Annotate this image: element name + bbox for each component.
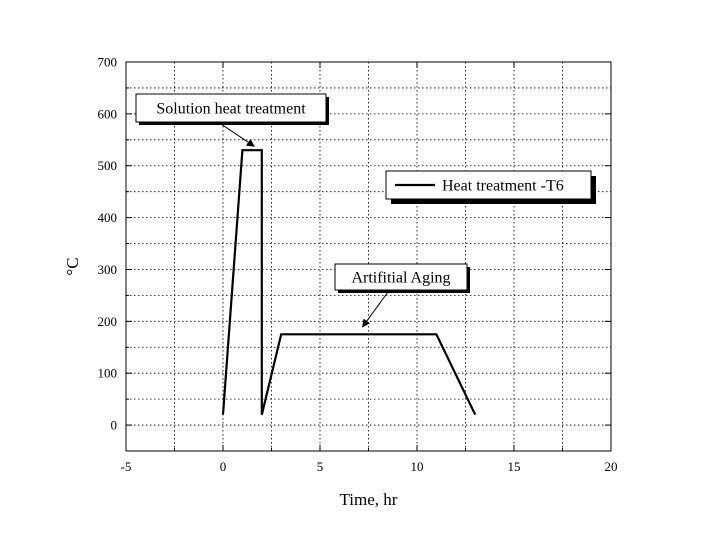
y-tick-label: 600	[98, 106, 118, 121]
y-axis-label: °C	[63, 257, 82, 275]
series-layer	[221, 149, 477, 416]
x-tick-label: 5	[317, 459, 324, 474]
annotation-arrow	[220, 123, 255, 147]
legend: Heat treatment -T6	[385, 170, 596, 204]
annotation-arrow	[362, 291, 389, 328]
y-tick-label: 200	[98, 314, 118, 329]
annotation-text: Solution heat treatment	[156, 101, 306, 118]
annotations: Solution heat treatment Artifitial Aging	[135, 93, 470, 328]
x-tick-label: 10	[411, 459, 424, 474]
x-tick-label: 20	[605, 459, 618, 474]
annotation-box	[334, 263, 468, 291]
y-tick-label: 300	[98, 262, 118, 277]
series-line	[221, 149, 477, 416]
y-tick-label: 0	[111, 418, 118, 433]
annotation-text: Artifitial Aging	[351, 270, 450, 287]
y-tick-label: 100	[98, 366, 118, 381]
x-tick-label: 15	[508, 459, 521, 474]
legend-label: Heat treatment -T6	[442, 178, 564, 195]
x-axis-label: Time, hr	[340, 490, 398, 509]
x-tick-label: -5	[121, 459, 132, 474]
y-tick-label: 500	[98, 158, 118, 173]
x-tick-label: 0	[220, 459, 227, 474]
annotation-box	[135, 93, 327, 123]
y-tick-label: 400	[98, 210, 118, 225]
y-tick-label: 700	[98, 55, 118, 70]
